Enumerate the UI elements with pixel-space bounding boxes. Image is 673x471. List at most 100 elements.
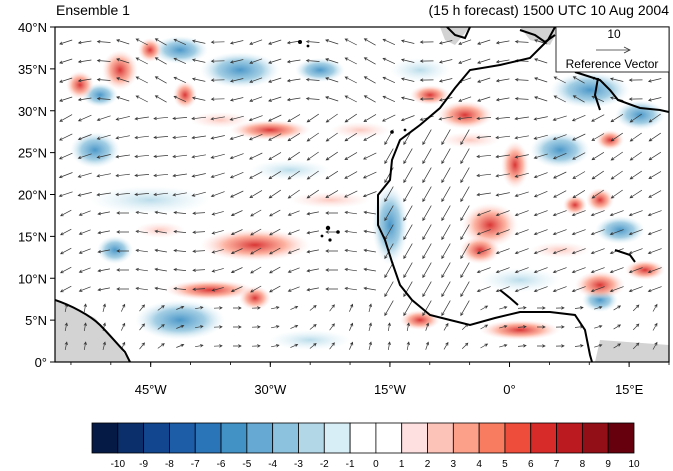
anomaly-region [625, 260, 665, 280]
wind-vector [517, 325, 527, 329]
y-tick-label: 15°N [18, 229, 47, 244]
colorbar-label: 4 [476, 459, 482, 470]
wind-vector [403, 186, 413, 203]
wind-vector [157, 343, 165, 349]
wind-vector [422, 243, 432, 260]
wind-vector [571, 210, 586, 217]
wind-vector [135, 210, 148, 215]
wind-vector [533, 190, 548, 198]
colorbar-label: 3 [451, 459, 457, 470]
wind-vector [533, 172, 548, 179]
wind-vector [441, 167, 451, 184]
wind-vector [59, 77, 73, 83]
anomaly-region [135, 300, 225, 340]
wind-vector [290, 343, 299, 348]
anomaly-region [462, 203, 518, 247]
wind-vector [325, 113, 338, 123]
wind-vector [135, 267, 148, 272]
wind-vector [96, 115, 111, 121]
wind-vector [647, 97, 662, 102]
wind-vector [309, 343, 317, 349]
wind-vector [287, 210, 300, 216]
wind-vector [286, 78, 301, 83]
anomaly-region [400, 310, 440, 330]
wind-vector [476, 116, 492, 121]
wind-vector [250, 228, 262, 236]
anomaly-region [550, 72, 630, 108]
wind-vector [271, 344, 280, 348]
y-tick-label: 5°N [25, 313, 47, 328]
wind-vector [628, 97, 643, 101]
y-axis: 40°N 35°N 30°N 25°N 20°N 15°N 10°N 5°N 0° [18, 20, 55, 370]
wind-vector [58, 172, 73, 179]
colorbar-swatch [427, 422, 454, 454]
wind-vector [229, 78, 244, 83]
wind-vector [495, 192, 510, 197]
wind-vector [230, 248, 243, 254]
wind-vector [647, 286, 662, 293]
wind-vector [591, 95, 605, 103]
wind-vector [422, 262, 432, 279]
anomaly-region [330, 122, 390, 138]
wind-vector [477, 58, 491, 64]
land-south-america [55, 300, 130, 362]
anomaly-region [480, 320, 560, 340]
wind-vector [154, 248, 167, 253]
wind-vector [309, 305, 317, 311]
wind-vector [422, 129, 432, 146]
wind-vector [249, 190, 263, 198]
wind-vector [306, 287, 319, 292]
wind-vector [77, 192, 92, 197]
wind-vector [458, 39, 472, 45]
wind-vector [78, 248, 91, 254]
anomaly-region [66, 71, 94, 99]
wind-vector [210, 59, 225, 63]
wind-vector [460, 205, 470, 222]
wind-vector [229, 153, 244, 160]
wind-vector [628, 267, 643, 274]
wind-vector [403, 224, 413, 241]
y-tick-label: 20°N [18, 188, 47, 203]
wind-vector [287, 286, 300, 292]
wind-vector [154, 267, 167, 272]
wind-vector [116, 230, 129, 234]
wind-vector [344, 210, 357, 215]
wind-vector [363, 229, 376, 234]
wind-vector [349, 303, 354, 312]
reference-vector-label: Reference Vector [566, 57, 659, 71]
anomaly-region [138, 38, 162, 62]
wind-vector [384, 205, 394, 222]
wind-vector [77, 114, 92, 122]
wind-vector [325, 287, 338, 291]
wind-vector [59, 133, 73, 141]
colorbar-label: 2 [425, 459, 431, 470]
wind-vector [287, 229, 300, 235]
wind-vector [172, 154, 188, 159]
wind-vector [173, 76, 187, 84]
wind-vector [648, 151, 662, 161]
wind-vector [268, 96, 282, 102]
wind-vector [250, 209, 262, 217]
wind-vector [96, 134, 111, 140]
anomaly-region [152, 36, 208, 64]
wind-vector [157, 305, 165, 311]
wind-vector [191, 173, 206, 178]
wind-vector [629, 113, 642, 123]
wind-vector [613, 343, 622, 349]
wind-vector [363, 133, 377, 141]
wind-vector [251, 344, 261, 348]
wind-vector [403, 243, 413, 260]
colorbar-label: 10 [628, 459, 640, 470]
wind-vector [290, 324, 299, 329]
wind-vector [571, 267, 586, 274]
wind-vector [249, 96, 263, 102]
wind-vector [344, 229, 357, 234]
wind-vector [384, 148, 394, 165]
wind-vector [172, 116, 188, 121]
wind-vector [325, 190, 339, 198]
wind-vector [60, 266, 72, 274]
wind-vector [211, 287, 224, 292]
colorbar-label: 5 [502, 459, 508, 470]
wind-vector [268, 189, 281, 199]
wind-vector [363, 267, 376, 272]
